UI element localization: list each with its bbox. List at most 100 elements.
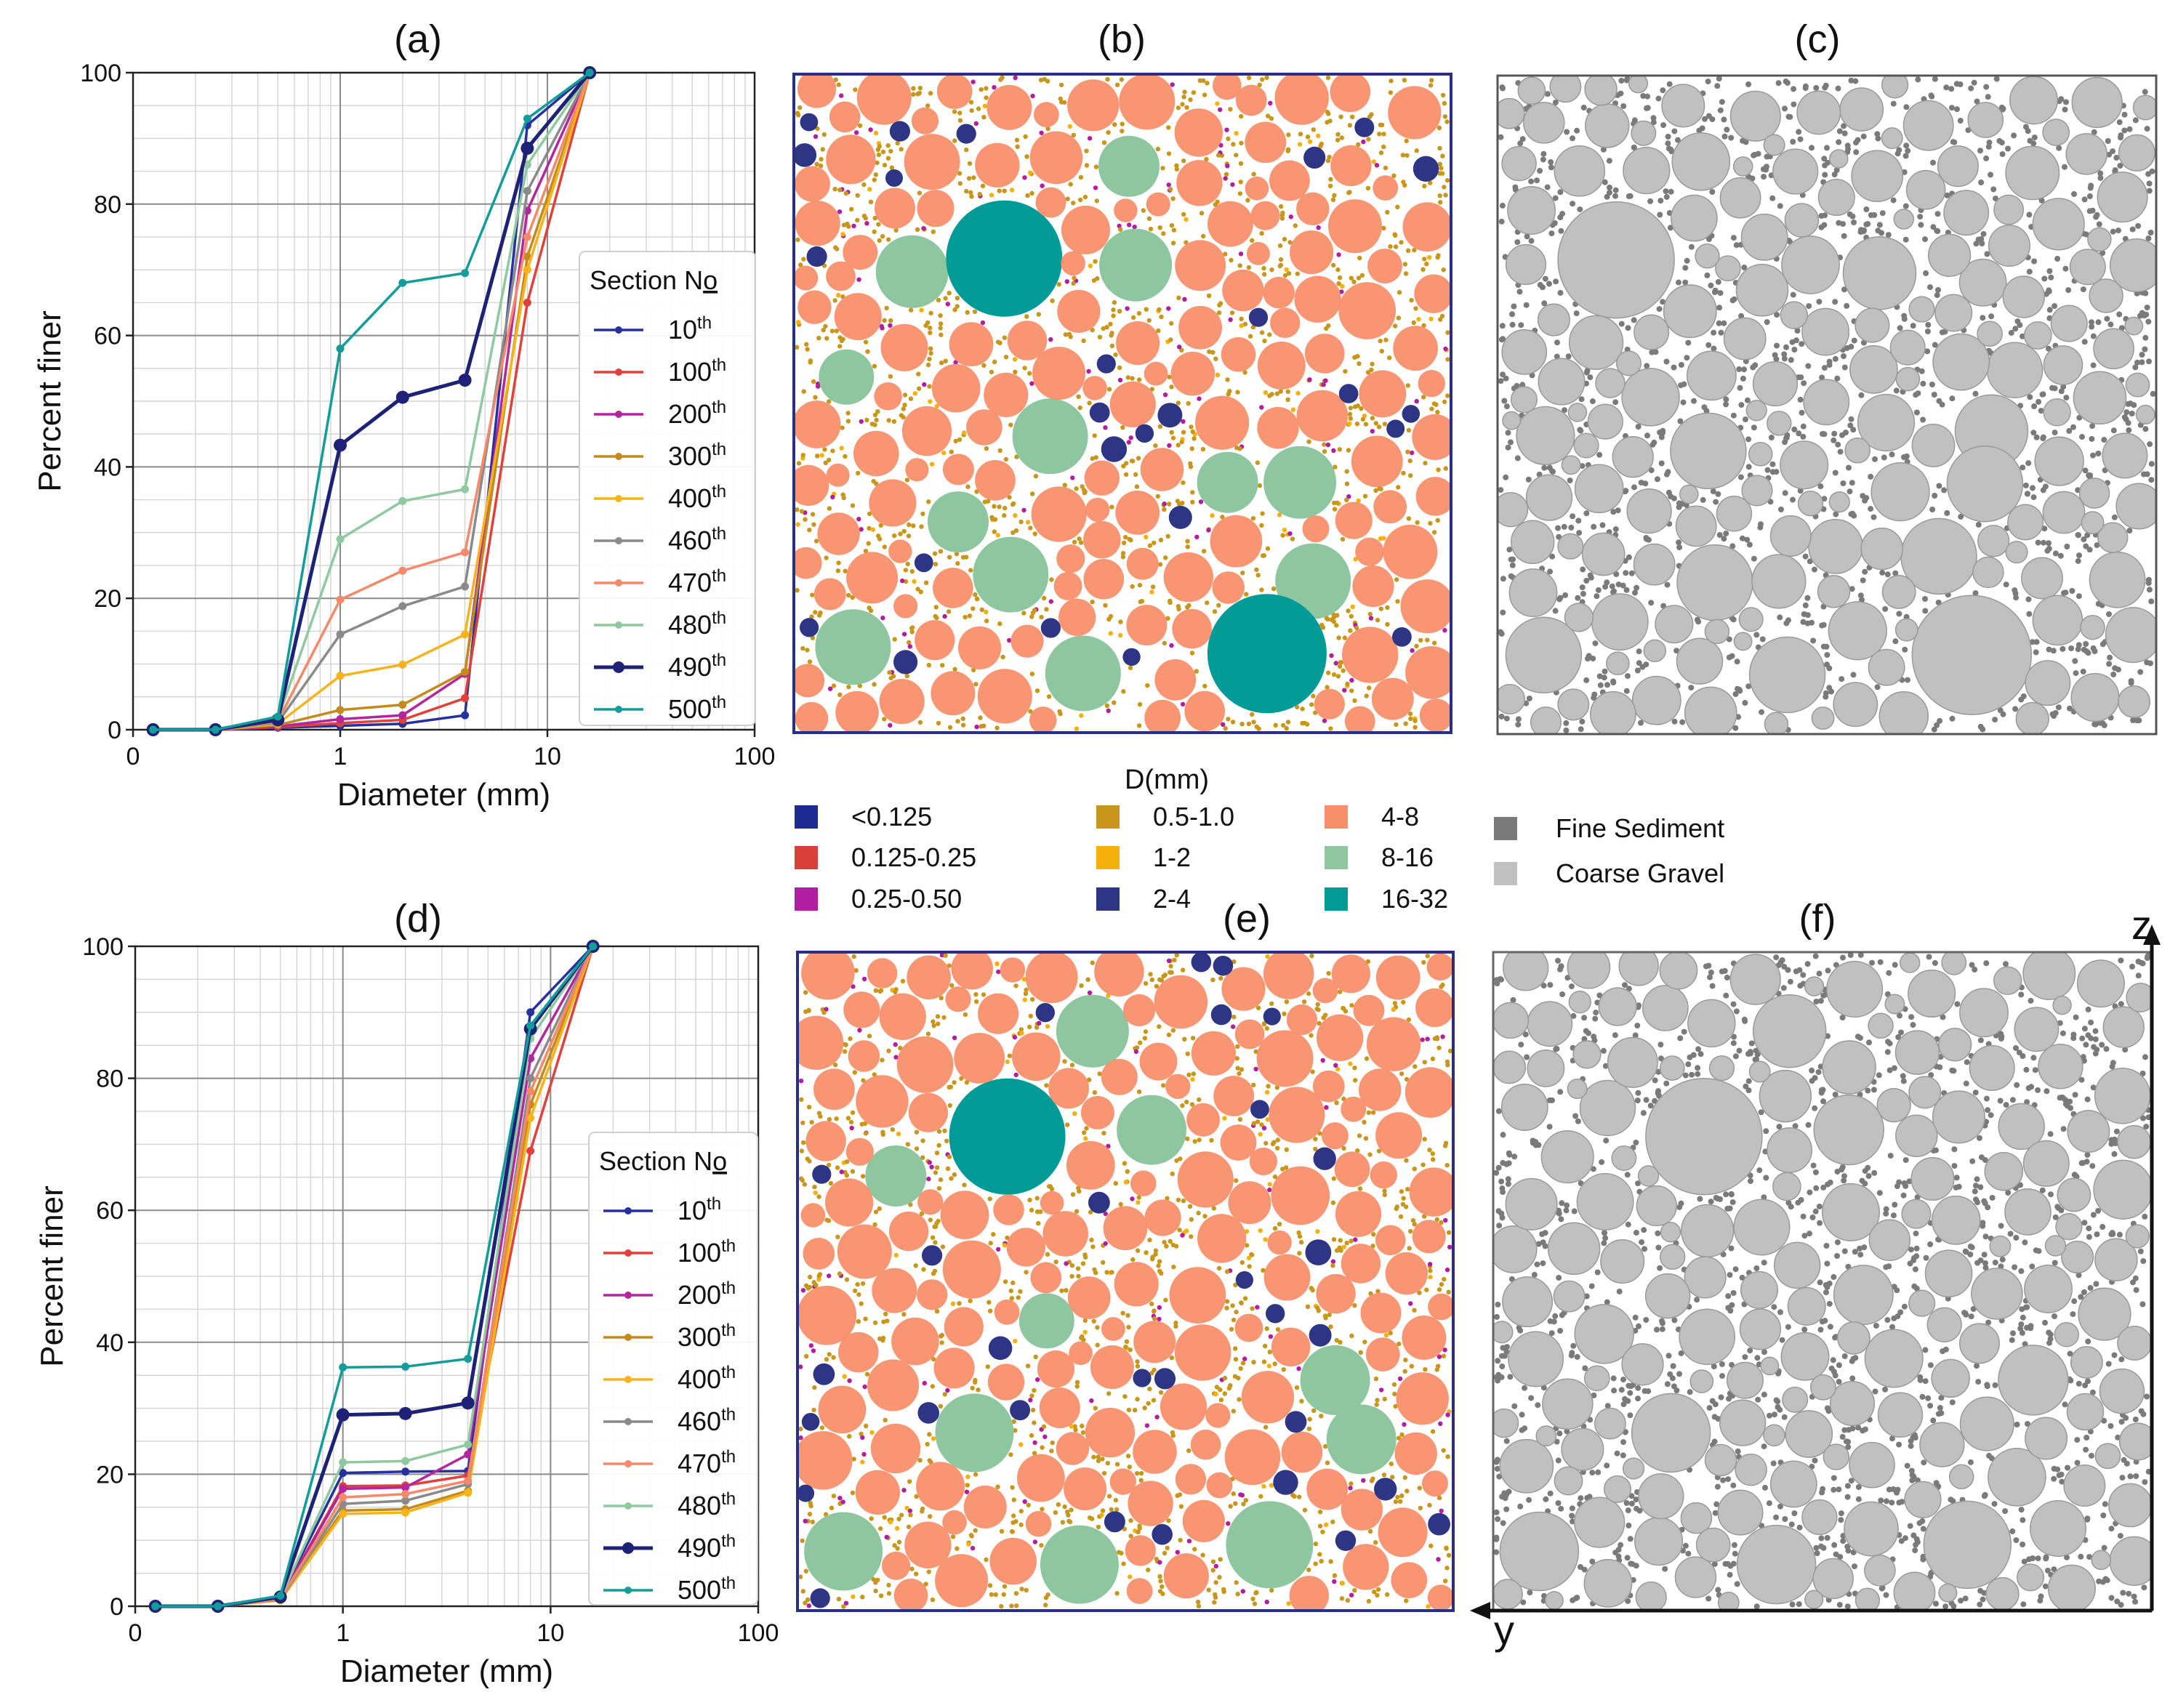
particle <box>1402 1316 1447 1360</box>
fine-particle <box>1179 347 1184 353</box>
fine-particle <box>1128 1534 1133 1539</box>
fine-particle <box>1250 712 1255 717</box>
particle <box>1986 342 2044 398</box>
fine-particle <box>1544 184 1551 190</box>
fine-particle <box>1509 311 1515 318</box>
fine-particle <box>1263 1425 1269 1430</box>
fine-particle <box>1358 1350 1364 1355</box>
fine-particle <box>817 613 822 618</box>
fine-particle <box>1025 520 1031 525</box>
fine-particle <box>2086 547 2093 553</box>
particle <box>1296 192 1330 225</box>
fine-particle <box>1400 1201 1406 1207</box>
particle <box>1889 329 1926 366</box>
data-point <box>401 1496 410 1505</box>
fine-particle <box>1875 135 1881 142</box>
fine-particle <box>2003 1102 2009 1108</box>
y-axis-label: Percent finer <box>34 1185 70 1366</box>
fine-particle <box>1242 1296 1248 1301</box>
particle <box>806 246 827 267</box>
particle <box>813 1363 835 1385</box>
fine-particle <box>813 610 818 615</box>
fine-particle <box>1676 544 1683 551</box>
fine-particle <box>1058 96 1064 102</box>
fine-particle <box>932 551 938 556</box>
fine-particle <box>1761 1391 1767 1398</box>
fine-particle <box>1996 137 2003 144</box>
fine-particle <box>1896 1499 1902 1506</box>
fine-particle <box>1858 392 1865 398</box>
fine-particle <box>1623 570 1629 576</box>
fine-particle <box>1883 1210 1889 1217</box>
fine-particle <box>892 637 897 642</box>
particle <box>1241 1371 1295 1424</box>
fine-particle <box>928 310 933 315</box>
fine-particle <box>819 156 824 162</box>
fine-particle <box>803 1283 809 1289</box>
fine-particle <box>1106 993 1111 999</box>
fine-particle <box>810 592 815 597</box>
coarse-particle <box>819 349 875 405</box>
fine-particle <box>872 1320 878 1326</box>
fine-particle <box>841 1604 846 1609</box>
fine-particle <box>1850 427 1857 433</box>
fine-particle <box>1022 175 1027 180</box>
fine-particle <box>2132 1417 2139 1422</box>
fine-particle <box>1331 1237 1337 1242</box>
fine-particle <box>1841 1353 1848 1359</box>
particle <box>1857 393 1916 452</box>
fine-particle <box>1136 1200 1141 1205</box>
fine-particle <box>915 587 920 592</box>
data-point <box>458 374 472 387</box>
fine-particle <box>1741 265 1748 270</box>
fine-particle <box>1171 227 1177 233</box>
fine-particle <box>829 329 835 334</box>
fine-particle <box>968 190 973 196</box>
fine-particle <box>1327 118 1333 124</box>
fine-particle <box>1709 189 1716 195</box>
particle <box>1675 505 1717 547</box>
particle <box>1828 491 1850 513</box>
fine-particle <box>1436 1287 1442 1292</box>
fine-particle <box>1251 1121 1257 1126</box>
fine-particle <box>2057 552 2064 559</box>
fine-particle <box>1224 1299 1230 1304</box>
particle <box>797 1286 857 1345</box>
series-line-500th <box>155 945 595 1608</box>
fine-particle <box>1990 186 1997 193</box>
fine-particle <box>1505 430 1511 436</box>
fine-particle <box>2146 587 2153 593</box>
fine-particle <box>1870 1087 1877 1093</box>
fine-particle <box>1319 141 1325 147</box>
fine-particle <box>1174 163 1179 168</box>
particle <box>1006 1228 1046 1267</box>
fine-particle <box>1570 1012 1577 1019</box>
fine-particle <box>1553 278 1559 285</box>
fine-particle <box>1093 185 1098 190</box>
fine-particle <box>1338 660 1343 665</box>
fine-particle <box>1317 1552 1322 1557</box>
fine-particle <box>1609 583 1615 589</box>
fine-particle <box>1413 306 1418 311</box>
fine-particle <box>1436 1495 1442 1501</box>
packing-panel-e <box>796 951 1455 1612</box>
fine-particle <box>800 1120 805 1126</box>
fine-particle <box>2147 441 2153 448</box>
fine-particle <box>1138 1471 1144 1476</box>
fine-particle <box>1742 1354 1748 1361</box>
fine-particle <box>827 1352 832 1357</box>
fine-particle <box>1092 1089 1098 1095</box>
fine-particle <box>1057 709 1062 714</box>
fine-particle <box>2117 163 2123 169</box>
fine-particle <box>1179 439 1184 445</box>
particle <box>846 552 899 604</box>
particle <box>1010 624 1044 658</box>
fine-particle <box>1278 389 1284 394</box>
fine-particle <box>1077 405 1082 411</box>
particle <box>1427 1584 1453 1611</box>
fine-particle <box>974 724 979 730</box>
fine-particle <box>1105 1461 1111 1466</box>
fine-particle <box>827 506 832 511</box>
fine-particle <box>1993 196 1998 202</box>
fine-particle <box>1388 90 1394 95</box>
